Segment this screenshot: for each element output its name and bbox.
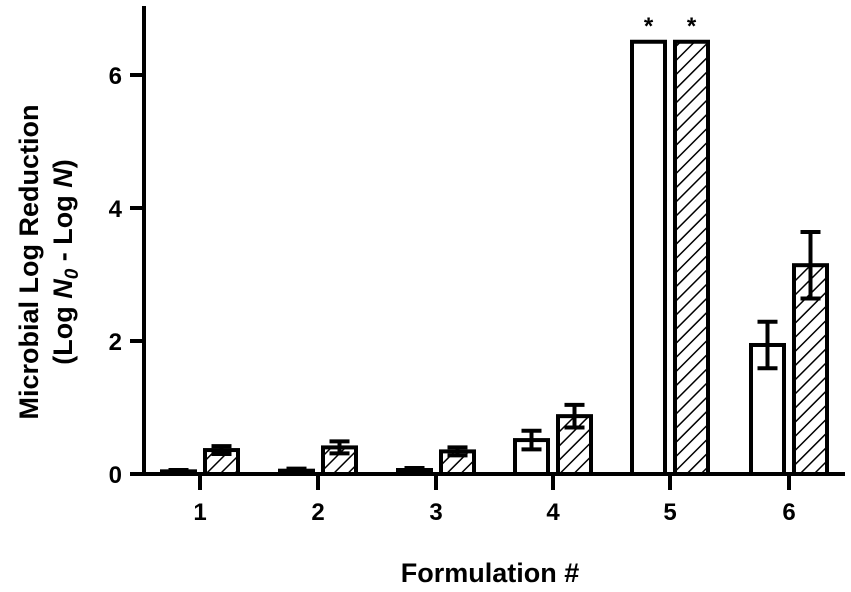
y-axis: 0 2 4 6 (109, 6, 146, 489)
bar-hatched-3 (439, 445, 476, 477)
bar-hatched-6 (792, 229, 829, 476)
y-tick-label: 4 (109, 196, 123, 223)
x-tick-label: 3 (429, 499, 442, 526)
x-axis-title: Formulation # (401, 558, 580, 588)
bar-open-5: * (630, 13, 667, 476)
y-tick-label: 6 (109, 63, 122, 90)
bar-open-2 (278, 466, 315, 476)
bar-open-3 (396, 466, 433, 477)
bar-hatched-2 (321, 439, 358, 476)
bar-open-1 (160, 468, 197, 476)
significance-asterisk: * (644, 13, 654, 40)
bar-open-4 (513, 428, 550, 476)
bars: * * (160, 13, 829, 477)
bar-hatched-4 (556, 402, 593, 476)
x-tick-label: 6 (782, 499, 795, 526)
y-tick-label: 0 (109, 462, 122, 489)
x-tick-label: 5 (663, 499, 676, 526)
y-tick-label: 2 (109, 329, 122, 356)
x-tick-label: 2 (311, 499, 324, 526)
significance-asterisk: * (687, 13, 697, 40)
bar-hatched-5: * (673, 13, 710, 476)
bar-hatched-1 (203, 444, 240, 476)
bar-open-6 (749, 319, 786, 476)
x-tick-label: 4 (546, 499, 560, 526)
y-axis-title-line2: (Log N0 - Log N) (48, 159, 83, 365)
y-axis-title: Microbial Log Reduction (Log N0 - Log N) (14, 105, 83, 420)
x-axis: 1 2 3 4 5 6 (142, 472, 845, 526)
y-axis-title-line1: Microbial Log Reduction (14, 105, 44, 420)
x-tick-label: 1 (193, 499, 206, 526)
